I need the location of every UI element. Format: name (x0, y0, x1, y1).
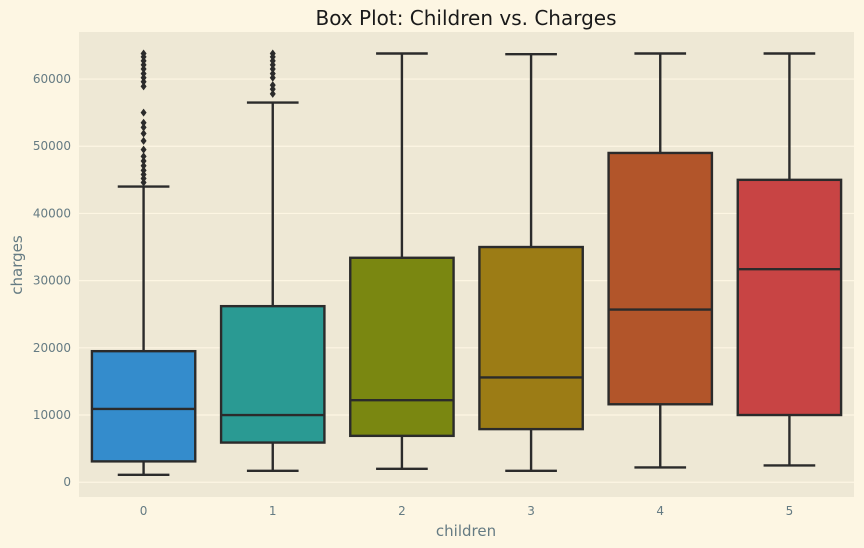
outlier-point (140, 60, 147, 69)
outlier-point (140, 77, 147, 86)
outlier-point (140, 161, 147, 170)
outlier-point (140, 174, 147, 183)
box-iqr (478, 245, 584, 431)
y-tick-label: 50000 (33, 139, 71, 153)
box-group-4 (607, 52, 714, 469)
outlier-point (269, 89, 276, 98)
outlier-point (140, 157, 147, 166)
outlier-point (140, 136, 147, 145)
x-tick-label: 2 (398, 504, 406, 518)
outlier-point (269, 81, 276, 90)
outlier-point (140, 118, 147, 127)
outlier-point (269, 56, 276, 65)
outlier-point (269, 64, 276, 73)
outlier-point (140, 152, 147, 161)
outlier-point (269, 69, 276, 78)
box-group-0 (90, 49, 197, 477)
outlier-point (140, 69, 147, 78)
y-tick-label: 10000 (33, 408, 71, 422)
chart-title: Box Plot: Children vs. Charges (315, 6, 616, 30)
y-tick-label: 40000 (33, 206, 71, 220)
y-tick-label: 0 (63, 475, 71, 489)
y-tick-label: 60000 (33, 72, 71, 86)
box-group-5 (736, 52, 843, 467)
x-tick-label: 5 (786, 504, 794, 518)
outlier-point (140, 108, 147, 117)
outlier-point (140, 56, 147, 65)
box-iqr (219, 304, 326, 444)
outlier-point (140, 49, 147, 58)
box-group-3 (478, 52, 584, 472)
outlier-point (140, 123, 147, 132)
x-axis-label: children (436, 522, 496, 540)
x-tick-label: 3 (527, 504, 535, 518)
plot-area (79, 32, 854, 497)
outlier-point (269, 49, 276, 58)
outlier-point (269, 73, 276, 82)
x-tick-label: 1 (269, 504, 277, 518)
outlier-point (140, 145, 147, 154)
tick-labels: 0 10000 20000 30000 40000 50000 60000 0 1 2 3 4 5 (33, 72, 793, 518)
box-group-2 (349, 52, 455, 470)
y-axis-label: charges (8, 235, 26, 295)
outlier-point (140, 129, 147, 138)
box-iqr (349, 256, 455, 438)
outlier-point (140, 178, 147, 187)
box-iqr (90, 349, 197, 463)
outlier-point (140, 82, 147, 91)
y-tick-label: 30000 (33, 274, 71, 288)
x-tick-label: 4 (656, 504, 664, 518)
box-iqr (607, 151, 714, 406)
y-tick-label: 20000 (33, 341, 71, 355)
box-group-1 (219, 49, 326, 472)
outlier-point (140, 64, 147, 73)
outlier-point (140, 170, 147, 179)
outlier-point (140, 73, 147, 82)
outlier-point (269, 85, 276, 94)
boxes-layer (90, 49, 843, 477)
outlier-point (269, 60, 276, 69)
grid-lines (79, 78, 854, 483)
outlier-point (140, 166, 147, 175)
box-iqr (736, 178, 843, 417)
x-tick-label: 0 (140, 504, 148, 518)
